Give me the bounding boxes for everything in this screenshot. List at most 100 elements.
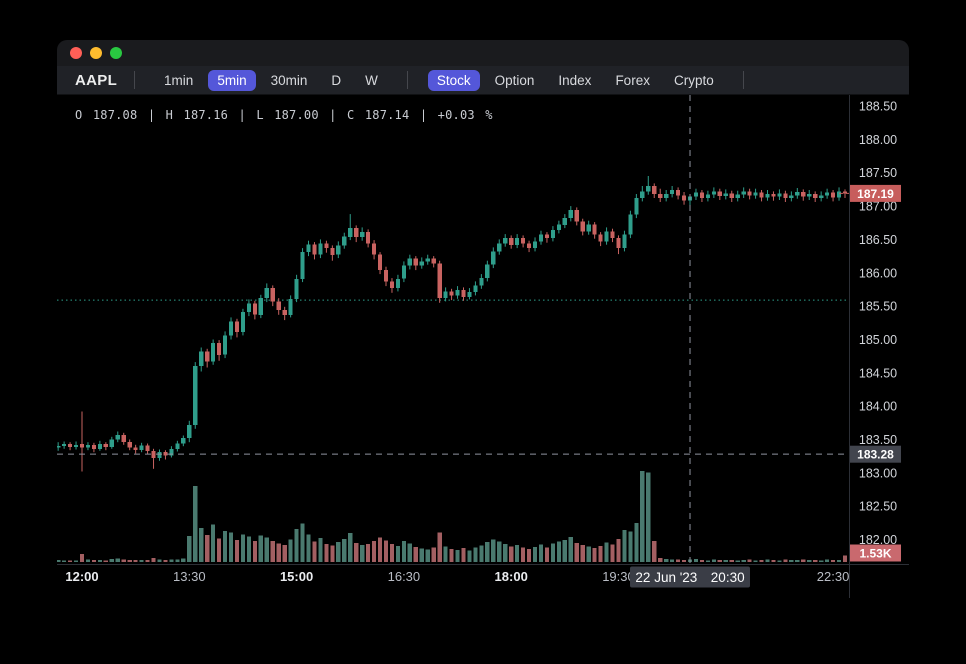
volume-bar xyxy=(205,535,210,562)
candle-body xyxy=(527,243,532,249)
volume-bar xyxy=(628,531,633,562)
volume-bar xyxy=(246,536,251,562)
volume-bar xyxy=(682,559,687,562)
volume-bar xyxy=(151,558,156,562)
volume-bar xyxy=(360,545,365,562)
candle-body xyxy=(115,434,120,440)
svg-text:185.00: 185.00 xyxy=(859,333,897,347)
volume-bar xyxy=(217,538,222,562)
volume-bar xyxy=(115,558,120,562)
market-tab-crypto[interactable]: Crypto xyxy=(673,72,714,88)
svg-text:188.50: 188.50 xyxy=(859,100,897,114)
timeframe-button-30min[interactable]: 30min xyxy=(270,72,308,88)
volume-bar xyxy=(711,559,716,562)
volume-bar xyxy=(765,559,770,562)
candle-body xyxy=(819,195,824,199)
timeframe-button-d[interactable]: D xyxy=(331,72,342,88)
volume-bar xyxy=(646,472,651,562)
candle-body xyxy=(372,243,377,255)
volume-bar xyxy=(413,546,418,562)
volume-bar xyxy=(759,560,764,562)
volume-bar xyxy=(521,547,526,562)
candle-body xyxy=(753,192,758,196)
volume-bar xyxy=(68,560,73,562)
candle-body xyxy=(288,298,293,315)
candle-body xyxy=(574,210,579,222)
toolbar-divider xyxy=(406,71,408,89)
volume-bar xyxy=(503,544,508,562)
volume-bar xyxy=(491,539,496,562)
volume-bar xyxy=(73,560,79,562)
minimize-button[interactable] xyxy=(90,47,102,59)
price-axis[interactable]: 188.50 188.00 187.50 187.00 186.50 186.00 185.… xyxy=(859,100,897,548)
timeframe-button-5min[interactable]: 5min xyxy=(208,69,256,91)
timeframe-group: 1min 5min 30min D W xyxy=(152,69,390,91)
svg-text:183.00: 183.00 xyxy=(859,466,897,480)
candle-body xyxy=(538,234,544,242)
volume-bar xyxy=(461,548,466,562)
volume-bar xyxy=(634,523,639,562)
candle-body xyxy=(777,193,782,197)
candle-body xyxy=(521,238,526,244)
market-tab-forex[interactable]: Forex xyxy=(615,72,650,88)
svg-text:183.28: 183.28 xyxy=(857,448,894,462)
volume-bar xyxy=(288,539,293,562)
candle-body xyxy=(175,443,180,449)
volume-bar xyxy=(825,559,830,562)
chart-area: O 187.08 | H 187.16 | L 187.00 | C 187.1… xyxy=(57,95,909,598)
candle-body xyxy=(807,194,812,197)
candle-body xyxy=(258,298,263,315)
symbol-label: AAPL xyxy=(75,71,118,89)
volume-bar xyxy=(705,560,710,562)
candle-body xyxy=(324,243,329,249)
volume-bar xyxy=(300,523,305,562)
window-titlebar[interactable] xyxy=(57,40,909,66)
volume-bar xyxy=(527,549,532,562)
svg-text:186.50: 186.50 xyxy=(859,233,897,247)
volume-bar xyxy=(622,529,627,562)
volume-bar xyxy=(121,559,126,562)
candle-body xyxy=(205,351,210,362)
market-tab-index[interactable]: Index xyxy=(558,72,592,88)
volume-bar xyxy=(807,559,812,562)
candle-body xyxy=(407,258,412,266)
timeframe-button-w[interactable]: W xyxy=(365,72,378,88)
candle-body xyxy=(735,194,740,198)
timeframe-button-1min[interactable]: 1min xyxy=(164,72,194,88)
volume-bar xyxy=(228,532,234,562)
volume-bar xyxy=(258,535,263,562)
candle-body xyxy=(413,258,418,266)
zoom-button[interactable] xyxy=(110,47,122,59)
ohlc-legend: O 187.08 | H 187.16 | L 187.00 | C 187.1… xyxy=(75,108,493,122)
candlestick-chart[interactable]: 188.50 188.00 187.50 187.00 186.50 186.00 185.… xyxy=(57,95,909,598)
candle-body xyxy=(342,236,347,246)
volume-bar xyxy=(574,542,579,562)
volume-bar xyxy=(133,560,138,562)
volume-bar xyxy=(211,524,216,562)
volume-bar xyxy=(693,559,699,562)
volume-bar xyxy=(562,539,567,562)
candle-body xyxy=(276,301,281,311)
candle-body xyxy=(610,231,615,239)
close-button[interactable] xyxy=(70,47,82,59)
candle-body xyxy=(676,190,681,196)
volume-bar xyxy=(455,549,460,562)
candle-body xyxy=(813,194,818,198)
market-tab-stock[interactable]: Stock xyxy=(427,69,480,91)
volume-bar xyxy=(550,543,555,562)
candle-body xyxy=(783,193,788,199)
market-tab-option[interactable]: Option xyxy=(494,72,535,88)
candle-body xyxy=(68,444,73,447)
crosshair-price-badge: 183.28 xyxy=(850,445,901,463)
volume-bar xyxy=(395,546,400,562)
volume-bar xyxy=(616,539,621,562)
candle-body xyxy=(377,254,383,270)
time-axis[interactable]: 12:00 13:30 15:00 16:30 18:00 19:30 22:30 xyxy=(65,569,849,584)
candle-body xyxy=(789,195,794,199)
candle-body xyxy=(473,285,478,293)
volume-bar xyxy=(252,541,257,562)
candle-body xyxy=(598,234,603,242)
candle-body xyxy=(139,445,144,451)
candle-body xyxy=(825,192,830,196)
candle-body xyxy=(771,194,776,197)
